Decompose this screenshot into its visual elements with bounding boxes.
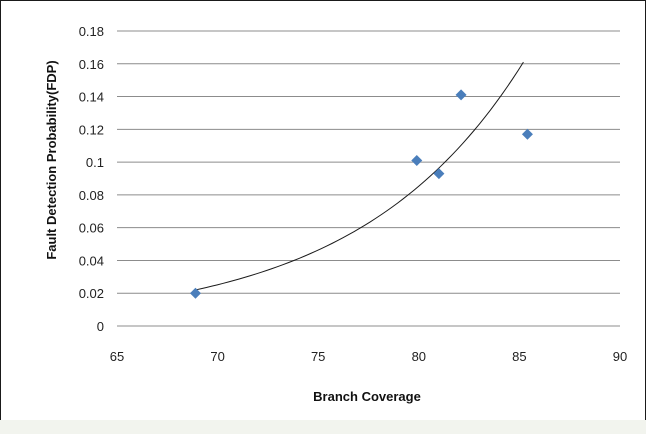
y-tick-label: 0.08	[79, 188, 104, 203]
x-tick-label: 85	[512, 349, 526, 364]
y-tick-label: 0.12	[79, 122, 104, 137]
y-tick-label: 0	[97, 319, 104, 334]
x-axis-title: Branch Coverage	[313, 389, 421, 404]
y-tick-labels: 0 0.02 0.04 0.06 0.08 0.1 0.12 0.14 0.16 0.18	[79, 24, 104, 334]
data-point	[189, 287, 201, 299]
trendline	[195, 61, 524, 291]
x-tick-label: 90	[613, 349, 627, 364]
y-tick-label: 0.04	[79, 253, 104, 268]
x-tick-label: 65	[110, 349, 124, 364]
data-point	[411, 154, 423, 166]
data-point	[455, 89, 467, 101]
data-point	[433, 168, 445, 180]
gridlines	[117, 30, 620, 294]
y-tick-label: 0.02	[79, 286, 104, 301]
bottom-strip	[0, 420, 646, 434]
y-tick-label: 0.06	[79, 221, 104, 236]
y-tick-label: 0.18	[79, 24, 104, 39]
y-tick-label: 0.16	[79, 57, 104, 72]
y-tick-label: 0.1	[86, 155, 104, 170]
y-tick-label: 0.14	[79, 90, 104, 105]
x-tick-label: 80	[412, 349, 426, 364]
x-tick-label: 70	[210, 349, 224, 364]
data-point	[521, 128, 533, 140]
y-axis-title: Fault Detection Probability(FDP)	[44, 60, 59, 259]
x-tick-label: 75	[311, 349, 325, 364]
x-tick-labels: 65 70 75 80 85 90	[110, 349, 627, 364]
data-points	[189, 89, 533, 299]
